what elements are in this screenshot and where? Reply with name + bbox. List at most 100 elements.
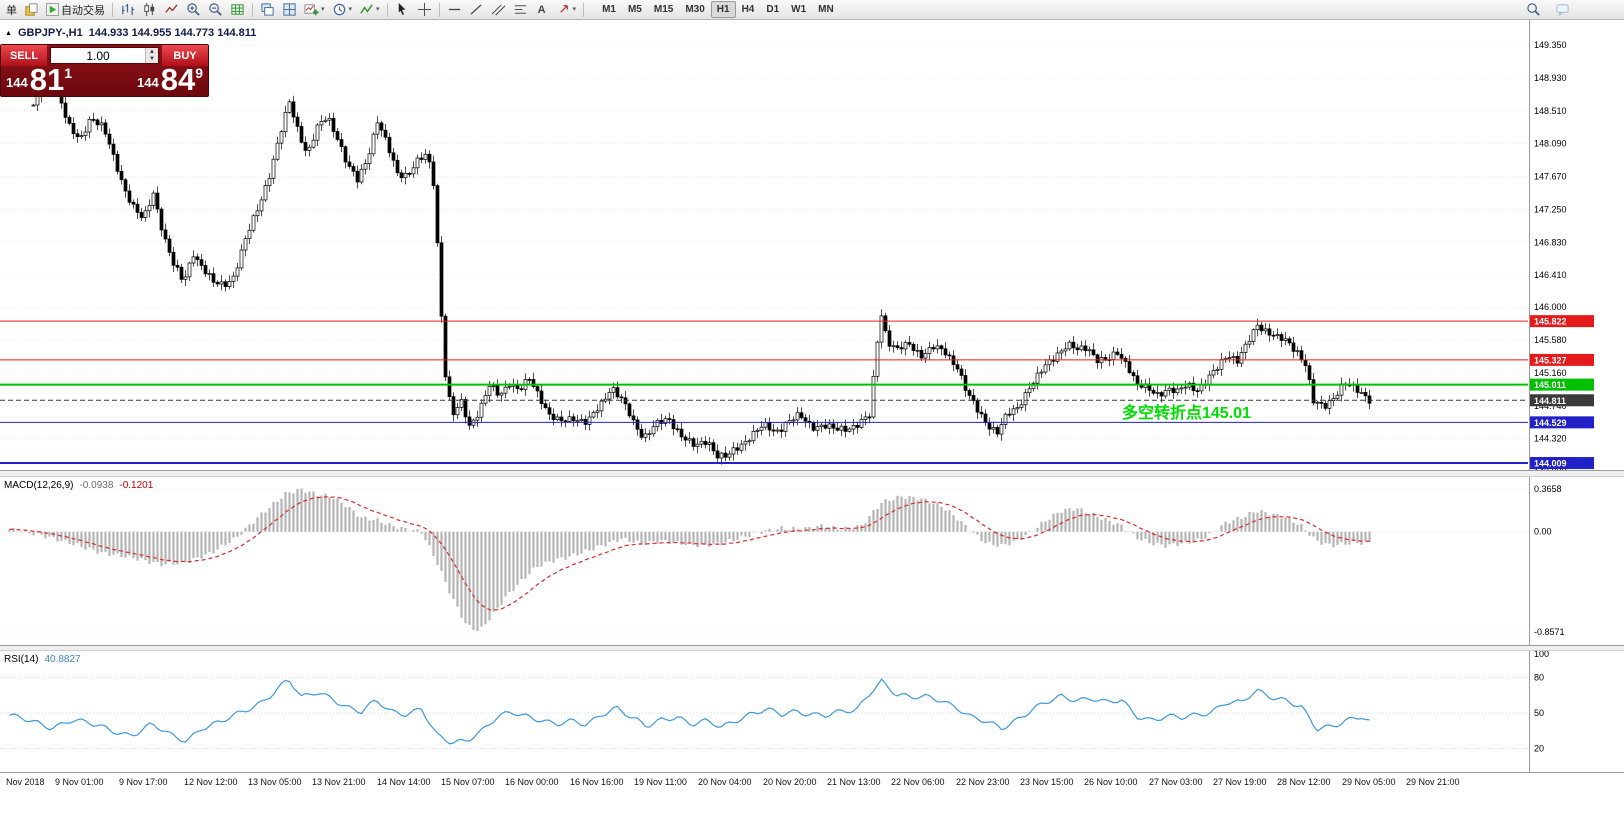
svg-text:0.3658: 0.3658 <box>1534 484 1562 494</box>
search-button[interactable] <box>1523 1 1544 19</box>
svg-text:145.580: 145.580 <box>1534 335 1567 345</box>
timeframe-mn[interactable]: MN <box>812 1 840 18</box>
period-button[interactable]: ▾ <box>329 1 356 19</box>
new-order-button[interactable] <box>21 1 42 19</box>
crosshair-icon <box>417 2 431 17</box>
price-gridlines: 149.350 148.930 148.510 148.090 147.670 147.2… <box>0 40 1567 470</box>
one-click-trading-panel: SELL ▲ ▼ BUY 144 81 1 144 <box>0 44 209 97</box>
chat-button[interactable] <box>1552 1 1573 19</box>
time-label: 13 Nov 21:00 <box>312 777 366 787</box>
cascade-windows-button[interactable] <box>257 1 278 19</box>
zoom-in-icon <box>187 3 200 16</box>
volume-up-button[interactable]: ▲ <box>149 48 155 55</box>
text-label-button[interactable]: A <box>532 1 552 19</box>
fibonacci-icon <box>514 5 526 14</box>
candlestick-chart-icon <box>144 2 155 17</box>
order-menu[interactable]: 单 <box>6 4 17 17</box>
toolbar-right-group <box>1523 1 1621 19</box>
grid-icon <box>231 4 244 15</box>
time-label: 27 Nov 19:00 <box>1213 777 1267 787</box>
macd-panel[interactable]: 0.3658 0.00 -0.8571 MACD(12,26,9) -0.0938 … <box>0 477 1624 645</box>
symbol-marker-icon: ▲ <box>5 29 12 37</box>
timeframe-d1[interactable]: D1 <box>760 1 785 18</box>
macd-signal-line <box>9 496 1370 611</box>
time-label: 15 Nov 07:00 <box>441 777 495 787</box>
chart-bars-button[interactable] <box>117 1 138 19</box>
main-chart-panel[interactable]: 149.350 148.930 148.510 148.090 147.670 147.2… <box>0 20 1624 470</box>
search-icon <box>1527 3 1540 16</box>
arrows-tool-button[interactable]: ▾ <box>553 1 580 19</box>
fibonacci-button[interactable] <box>510 1 531 19</box>
channel-button[interactable] <box>488 1 509 19</box>
time-label: 22 Nov 23:00 <box>956 777 1010 787</box>
time-label: 21 Nov 13:00 <box>827 777 881 787</box>
chevron-down-icon: ▾ <box>376 6 380 13</box>
svg-text:148.510: 148.510 <box>1534 106 1567 116</box>
rsi-line <box>9 678 1370 745</box>
toolbar-separator <box>583 2 585 17</box>
time-axis[interactable]: Nov 2018 9 Nov 01:00 9 Nov 17:00 12 Nov 12:… <box>0 772 1624 792</box>
channel-icon <box>491 4 505 16</box>
timeframe-h4[interactable]: H4 <box>736 1 761 18</box>
price-tag <box>1530 394 1594 407</box>
svg-text:144.320: 144.320 <box>1534 434 1567 444</box>
svg-text:145.160: 145.160 <box>1534 368 1567 378</box>
candles <box>31 77 1372 465</box>
arrow-tool-icon <box>559 5 568 13</box>
panel-splitter[interactable] <box>0 470 1624 477</box>
horizontal-line-button[interactable] <box>444 1 465 19</box>
time-label: 26 Nov 10:00 <box>1084 777 1138 787</box>
svg-text:147.250: 147.250 <box>1534 204 1567 214</box>
trendline-button[interactable] <box>466 1 487 19</box>
symbol-ohlc: 144.933 144.955 144.773 144.811 <box>88 27 257 39</box>
cursor-button[interactable] <box>392 1 413 19</box>
chevron-down-icon: ▾ <box>572 6 577 13</box>
timeframe-m5[interactable]: M5 <box>622 1 648 18</box>
autotrade-button[interactable]: 自动交易 <box>43 1 108 19</box>
macd-canvas[interactable]: 0.3658 0.00 -0.8571 <box>0 477 1624 645</box>
tile-windows-button[interactable] <box>279 1 300 19</box>
time-label: 12 Nov 12:00 <box>184 777 238 787</box>
svg-text:-0.8571: -0.8571 <box>1534 627 1565 637</box>
sell-price: 144 81 1 <box>6 62 72 98</box>
svg-text:145.011: 145.011 <box>1534 380 1566 390</box>
toolbar-separator <box>112 2 113 17</box>
rsi-panel[interactable]: 100 80 50 20 RSI(14) 40.8827 <box>0 651 1624 772</box>
chart-candles-button[interactable] <box>139 1 160 19</box>
timeframe-m30[interactable]: M30 <box>679 1 710 18</box>
toolbar-separator <box>386 2 388 17</box>
indicators-button[interactable]: ▾ <box>356 1 383 19</box>
panel-splitter[interactable] <box>0 645 1624 651</box>
volume-input[interactable] <box>51 48 145 63</box>
svg-text:20: 20 <box>1534 743 1544 753</box>
sell-button[interactable]: SELL <box>1 45 47 66</box>
new-chart-button[interactable]: ▾ <box>301 1 328 19</box>
price-chart-canvas[interactable]: 149.350 148.930 148.510 148.090 147.670 147.2… <box>0 20 1624 470</box>
play-icon <box>46 3 59 16</box>
svg-text:146.830: 146.830 <box>1534 237 1567 247</box>
timeframe-m1[interactable]: M1 <box>596 1 622 18</box>
buy-button[interactable]: BUY <box>162 45 208 66</box>
svg-text:146.000: 146.000 <box>1534 302 1567 312</box>
timeframe-h1[interactable]: H1 <box>710 1 736 18</box>
price-tag <box>1530 378 1594 391</box>
grid-button[interactable] <box>227 1 248 19</box>
time-label: Nov 2018 <box>6 777 45 787</box>
rsi-canvas[interactable]: 100 80 50 20 <box>0 651 1624 772</box>
autotrade-label: 自动交易 <box>61 4 105 17</box>
chart-line-button[interactable] <box>161 1 182 19</box>
volume-down-button[interactable]: ▼ <box>149 56 155 63</box>
time-label: 16 Nov 16:00 <box>570 777 624 787</box>
timeframe-w1[interactable]: W1 <box>785 1 812 18</box>
toolbar-separator <box>438 2 440 17</box>
macd-histogram <box>8 488 1371 632</box>
zoom-in-button[interactable] <box>183 1 204 19</box>
time-label: 19 Nov 11:00 <box>634 777 687 787</box>
time-label: 14 Nov 14:00 <box>377 777 431 787</box>
crosshair-button[interactable] <box>414 1 435 19</box>
zoom-out-button[interactable] <box>205 1 226 19</box>
timeframe-m15[interactable]: M15 <box>648 1 679 18</box>
volume-stepper: ▲ ▼ <box>50 47 159 64</box>
svg-text:148.930: 148.930 <box>1534 73 1567 83</box>
chart-annotation: 多空转折点145.01 <box>1122 405 1251 422</box>
